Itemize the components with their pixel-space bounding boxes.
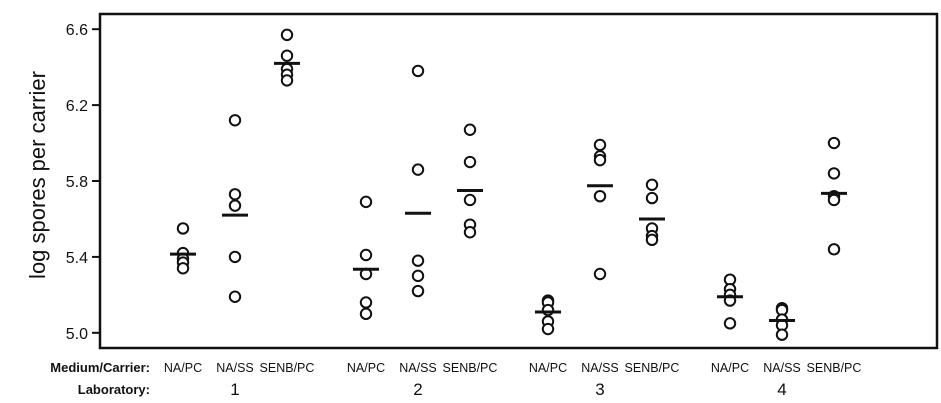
mean-markers [170, 61, 847, 322]
y-tick-label: 5.8 [66, 174, 88, 191]
data-point [463, 193, 477, 207]
data-point [827, 167, 841, 180]
medium-carrier-label: NA/PC [711, 361, 749, 375]
laboratory-row-title: Laboratory: [78, 382, 150, 397]
medium-carrier-label: SENB/PC [807, 361, 862, 375]
data-point [176, 222, 190, 235]
laboratory-labels: 1 2 3 4 [230, 380, 786, 399]
medium-carrier-label: NA/SS [581, 361, 619, 375]
data-point [463, 226, 477, 239]
data-point [411, 64, 425, 78]
data-points [176, 28, 841, 341]
data-point [280, 49, 294, 62]
laboratory-label: 1 [230, 380, 239, 399]
data-point [593, 138, 607, 152]
medium-carrier-row-title: Medium/Carrier: [50, 360, 150, 375]
data-point [228, 250, 242, 264]
data-point [228, 188, 242, 201]
data-point [411, 163, 425, 176]
data-point [593, 189, 607, 203]
data-point [359, 195, 373, 209]
medium-carrier-label: SENB/PC [443, 361, 498, 375]
data-point [541, 303, 555, 317]
data-point [827, 193, 841, 207]
data-point [359, 307, 373, 321]
y-axis-ticks: 5.0 5.4 5.8 6.2 6.6 [66, 22, 100, 343]
y-tick-label: 6.2 [66, 98, 88, 115]
medium-carrier-label: NA/PC [529, 361, 567, 375]
data-point [775, 328, 789, 341]
data-point [645, 191, 659, 205]
data-point [723, 317, 737, 330]
data-point [359, 248, 373, 262]
plot-frame [98, 12, 939, 350]
data-point [827, 243, 841, 256]
y-axis-label: log spores per carrier [25, 71, 50, 279]
data-point [645, 178, 659, 191]
data-point [593, 153, 607, 167]
medium-carrier-labels: NA/PC NA/SS SENB/PC NA/PC NA/SS SENB/PC NA/PC N… [164, 361, 862, 375]
medium-carrier-label: SENB/PC [260, 361, 315, 375]
medium-carrier-label: NA/PC [164, 361, 202, 375]
data-point [228, 199, 242, 212]
data-point [463, 155, 477, 169]
laboratory-label: 2 [413, 380, 422, 399]
medium-carrier-label: NA/SS [216, 361, 254, 375]
laboratory-label: 3 [595, 380, 604, 399]
data-point [228, 290, 242, 303]
data-point [593, 267, 607, 281]
medium-carrier-label: NA/PC [347, 361, 385, 375]
laboratory-label: 4 [777, 380, 786, 399]
y-tick-label: 5.0 [66, 326, 88, 343]
medium-carrier-label: NA/SS [399, 361, 437, 375]
data-point [411, 284, 425, 298]
data-point [176, 262, 190, 275]
data-point [228, 114, 242, 127]
data-point [411, 269, 425, 283]
data-point [280, 28, 294, 42]
medium-carrier-label: SENB/PC [625, 361, 680, 375]
medium-carrier-label: NA/SS [763, 361, 801, 375]
data-point [280, 74, 294, 87]
data-point [541, 322, 555, 336]
data-point [645, 233, 659, 247]
data-point [827, 136, 841, 150]
y-tick-label: 5.4 [66, 250, 88, 267]
data-point [411, 254, 425, 267]
y-tick-label: 6.6 [66, 22, 88, 39]
data-point [463, 123, 477, 136]
data-point [359, 296, 373, 309]
